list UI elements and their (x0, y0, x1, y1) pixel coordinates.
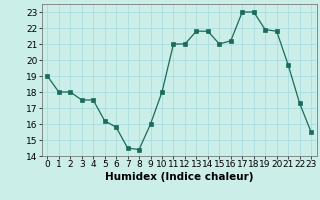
X-axis label: Humidex (Indice chaleur): Humidex (Indice chaleur) (105, 172, 253, 182)
